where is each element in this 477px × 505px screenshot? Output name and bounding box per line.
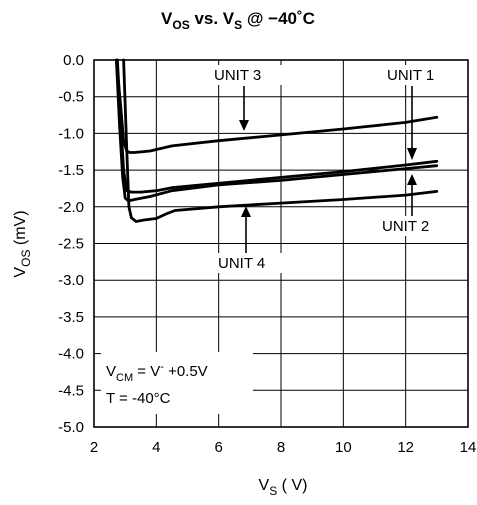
series-line-unit-3: [115, 58, 439, 154]
tick-labels: 2 4 6 8 10 12 14 0.0 -0.5 -1.0 -1.5 -2.0 -2.5 -3.0 -3.…: [58, 52, 476, 456]
y-tick-label: -2.5: [58, 236, 84, 253]
chart-title: VOS vs. VS @ −40˚C: [161, 9, 315, 32]
unit2-arrow-head: [407, 174, 417, 185]
unit1-arrow-head: [407, 148, 417, 160]
condition-box: [101, 352, 253, 414]
y-tick-label: -2.0: [58, 199, 84, 216]
grid: [94, 60, 468, 427]
unit3-label: UNIT 3: [214, 67, 261, 84]
condition-temp: T = -40°C: [106, 390, 171, 407]
x-tick-label: 12: [397, 439, 414, 456]
series-lines: [115, 58, 439, 223]
y-tick-label: -5.0: [58, 419, 84, 436]
plot-frame: [93, 59, 469, 428]
y-tick-label: -3.5: [58, 309, 84, 326]
y-tick-label: -3.0: [58, 272, 84, 289]
x-tick-label: 10: [335, 439, 352, 456]
x-tick-label: 8: [277, 439, 285, 456]
y-tick-label: 0.0: [63, 52, 84, 69]
x-tick-label: 2: [90, 439, 98, 456]
unit4-label-bg: [214, 253, 284, 273]
y-tick-label: -1.5: [58, 162, 84, 179]
series-line-unit-2: [115, 58, 439, 203]
unit2-label-bg: [379, 216, 449, 236]
y-tick-label: -0.5: [58, 89, 84, 106]
unit3-arrow-head: [239, 120, 249, 131]
x-axis-title: VS ( V): [259, 477, 308, 498]
unit2-label: UNIT 2: [382, 218, 429, 235]
y-axis-title: VOS (mV): [12, 210, 33, 277]
y-tick-label: -1.0: [58, 125, 84, 142]
unit4-arrow-head: [241, 206, 251, 217]
x-tick-label: 6: [214, 439, 222, 456]
unit1-label: UNIT 1: [387, 67, 434, 84]
unit1-label-bg: [384, 65, 454, 85]
y-tick-label: -4.5: [58, 382, 84, 399]
unit3-label-bg: [210, 65, 282, 85]
condition-vcm: VCM = V- +0.5V: [106, 361, 208, 384]
unit4-label: UNIT 4: [218, 255, 265, 272]
y-tick-label: -4.0: [58, 346, 84, 363]
x-tick-label: 4: [152, 439, 160, 456]
series-line-unit-4: [122, 58, 439, 223]
x-tick-label: 14: [460, 439, 477, 456]
